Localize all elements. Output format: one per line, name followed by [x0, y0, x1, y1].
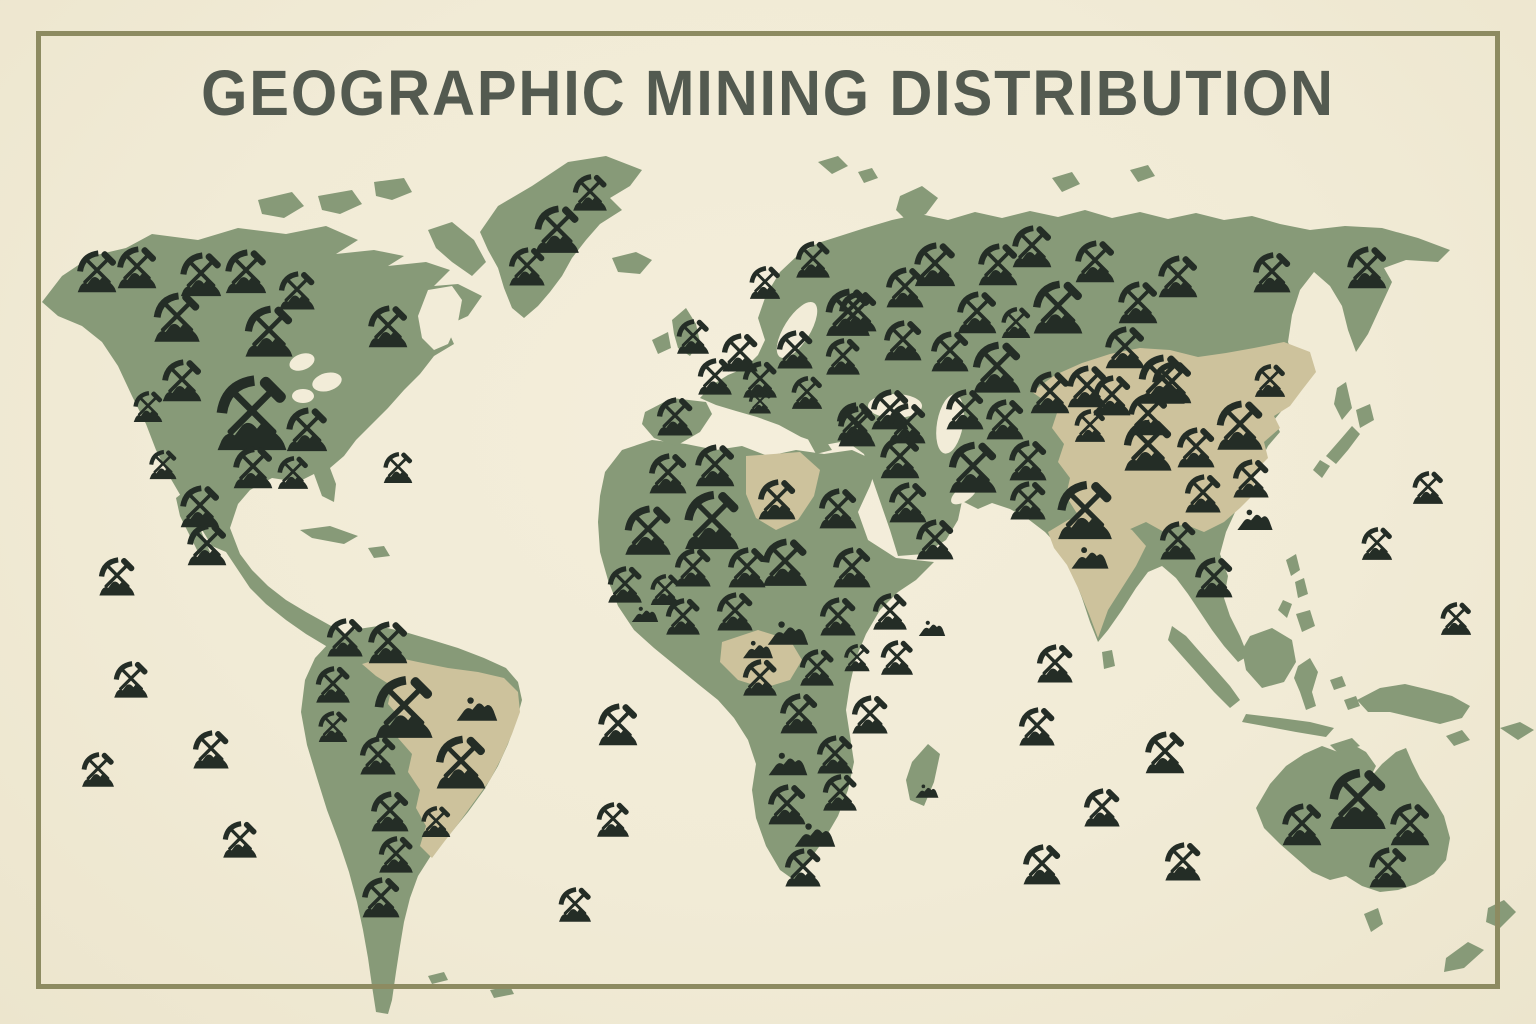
landmass-new-zealand [1444, 900, 1516, 972]
mine-marker [96, 556, 138, 597]
mine-marker [1034, 643, 1076, 684]
mine-marker [220, 820, 260, 859]
landmass-italy [788, 396, 832, 454]
landmass-timor [1330, 738, 1360, 753]
landmass-sumatra [1168, 626, 1240, 708]
landmass-madagascar [906, 744, 940, 806]
map-title: GEOGRAPHIC MINING DISTRIBUTION [201, 57, 1335, 129]
landmass-sri-lanka [1102, 650, 1115, 669]
landmass-new-guinea [1357, 684, 1470, 724]
mine-marker [190, 729, 232, 770]
mine-marker [556, 886, 594, 923]
landmass-sakhalin [1334, 382, 1352, 420]
landmass-greenland [480, 156, 642, 318]
lake-great-lakes-1 [289, 353, 315, 371]
lake-great-lakes-3 [292, 389, 314, 403]
landmass-java [1242, 714, 1334, 737]
mine-marker [1081, 787, 1123, 828]
highland-india [1048, 514, 1146, 638]
landmass-ireland [652, 332, 671, 354]
map-border-frame [36, 31, 1500, 989]
landmass-japan [1313, 404, 1374, 478]
mine-marker [1016, 706, 1058, 747]
mine-marker [79, 751, 117, 788]
landmass-sulawesi [1294, 658, 1318, 710]
landmass-philippines [1278, 554, 1315, 632]
landmass-caribbean-islands [300, 526, 390, 558]
landmass-svalbard-islets [818, 156, 878, 183]
landmass-borneo [1242, 628, 1296, 688]
landmass-pacific-islets [1446, 722, 1534, 746]
landmass-arctic-islands [258, 178, 486, 276]
landmass-iberia [642, 398, 712, 446]
mine-marker [595, 702, 641, 747]
sea-baltic [776, 302, 818, 358]
mine-marker [1438, 601, 1474, 636]
mine-marker [594, 801, 632, 838]
mine-marker [849, 694, 891, 735]
ore-pile-marker [918, 620, 946, 636]
mine-marker [1162, 841, 1204, 882]
landmass-falkland-islets [428, 972, 514, 998]
ore-pile-marker [1237, 509, 1273, 530]
lake-great-lakes-2 [312, 372, 342, 392]
landmass-moluccas [1330, 676, 1360, 710]
mine-marker [1410, 470, 1446, 505]
mine-marker [1142, 730, 1188, 775]
mine-marker [1020, 843, 1064, 886]
landmass-novaya-zemlya [896, 186, 938, 222]
landmass-siberian-islands [1052, 165, 1155, 192]
mine-marker [1359, 526, 1395, 561]
mine-marker [111, 660, 151, 699]
landmass-tasmania [1364, 908, 1383, 932]
lake-hudson-bay [418, 286, 462, 350]
landmass-iceland [612, 252, 652, 274]
mine-marker [878, 639, 916, 676]
mine-marker [381, 451, 415, 484]
